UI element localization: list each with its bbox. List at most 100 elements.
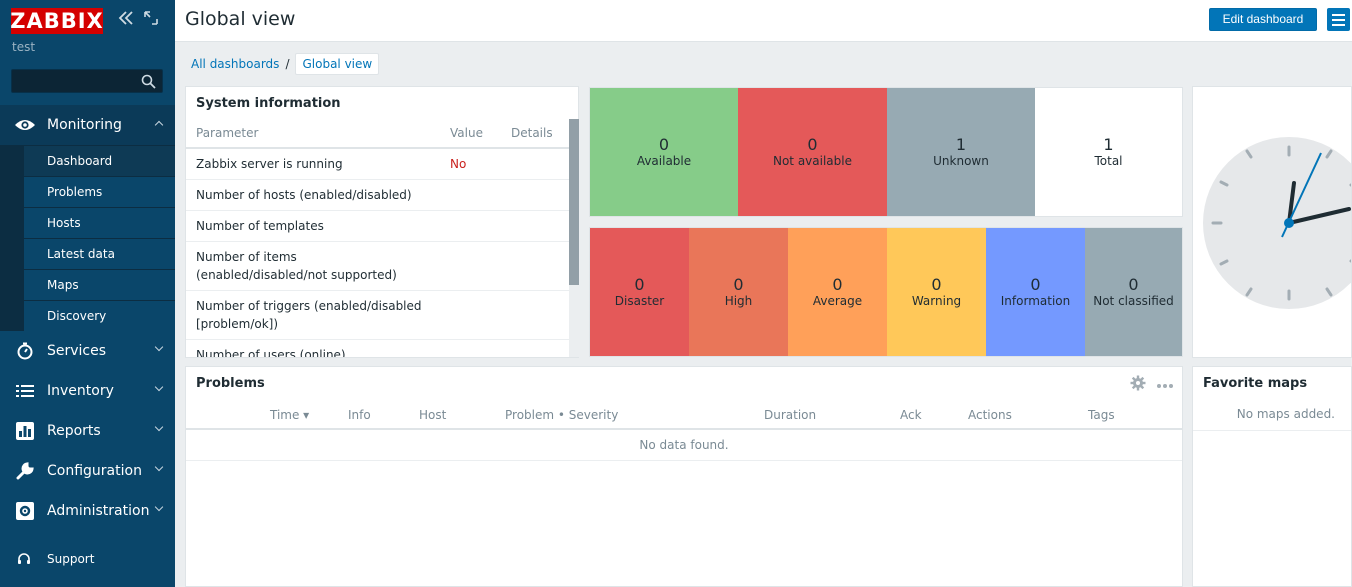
no-maps-message: No maps added.: [1193, 399, 1351, 431]
value-cell: No: [450, 157, 467, 171]
problems-widget: Problems Time ▾ Info Host Problem • Seve…: [185, 366, 1183, 587]
severity-high[interactable]: 0 High: [689, 228, 788, 356]
widget-controls: [1130, 375, 1174, 394]
chevron-up-icon: [154, 120, 164, 130]
more-options-icon[interactable]: [1156, 378, 1174, 392]
table-row: Number of templates: [186, 211, 570, 242]
widget-title: Problems: [196, 376, 265, 391]
severity-label: Information: [1000, 294, 1071, 308]
submenu-problems[interactable]: Problems: [24, 176, 175, 207]
severity-not-classified[interactable]: 0 Not classified: [1085, 228, 1182, 356]
column-header: Actions: [968, 408, 1012, 422]
severity-count: 0: [733, 275, 744, 294]
severity-label: Warning: [911, 294, 962, 308]
severity-label: Average: [812, 294, 863, 308]
breadcrumb-current[interactable]: Global view: [295, 53, 380, 75]
widget-title: System information: [196, 96, 341, 111]
severity-count: 0: [634, 275, 645, 294]
hamburger-menu-icon[interactable]: [1327, 8, 1350, 31]
availability-count: 1: [1103, 135, 1114, 154]
menu-configuration-label: Configuration: [47, 463, 142, 479]
table-row: Number of items (enabled/disabled/not su…: [186, 242, 570, 291]
eye-icon: [14, 114, 36, 136]
availability-label: Not available: [772, 154, 852, 168]
no-data-message: No data found.: [186, 430, 1182, 461]
kiosk-mode-icon[interactable]: [144, 10, 158, 29]
menu-administration[interactable]: Administration: [0, 491, 175, 531]
cog-icon: [14, 500, 36, 522]
availability-label: Total: [1094, 154, 1123, 168]
submenu-discovery[interactable]: Discovery: [24, 300, 175, 331]
param-cell: Number of users (online): [196, 348, 346, 358]
main-menu: Monitoring Dashboard Problems Hosts Late…: [0, 105, 175, 531]
chevron-down-icon: [154, 382, 164, 392]
availability-label: Unknown: [933, 154, 989, 168]
column-header: Value: [450, 126, 483, 140]
wrench-icon: [14, 460, 36, 482]
search-input[interactable]: [12, 70, 138, 92]
availability-unknown[interactable]: 1 Unknown: [887, 88, 1035, 216]
availability-available[interactable]: 0 Available: [590, 88, 738, 216]
menu-inventory[interactable]: Inventory: [0, 371, 175, 411]
scrollbar-thumb[interactable]: [569, 119, 579, 285]
table-header: Parameter Value Details: [186, 119, 570, 149]
submenu-latest-data[interactable]: Latest data: [24, 238, 175, 269]
column-header: Duration: [764, 408, 817, 422]
severity-count: 0: [931, 275, 942, 294]
severity-label: Not classified: [1093, 294, 1174, 308]
severity-count: 0: [832, 275, 843, 294]
severity-warning[interactable]: 0 Warning: [887, 228, 986, 356]
column-time-sort[interactable]: Time ▾: [270, 408, 310, 422]
problems-table-header: Time ▾ Info Host Problem • Severity Dura…: [186, 400, 1182, 430]
page-title: Global view: [185, 8, 296, 30]
server-name: test: [12, 40, 36, 54]
severity-disaster[interactable]: 0 Disaster: [590, 228, 689, 356]
submenu-dashboard[interactable]: Dashboard: [24, 145, 175, 176]
column-header: Problem • Severity: [505, 408, 619, 422]
menu-reports[interactable]: Reports: [0, 411, 175, 451]
severity-count: 0: [1128, 275, 1139, 294]
severity-information[interactable]: 0 Information: [986, 228, 1085, 356]
column-header: Parameter: [196, 126, 259, 140]
menu-administration-label: Administration: [47, 503, 150, 519]
stopwatch-icon: [14, 340, 36, 362]
problems-by-severity-widget: 0 Disaster 0 High 0 Average 0 Warning 0 …: [589, 227, 1183, 357]
submenu-hosts[interactable]: Hosts: [24, 207, 175, 238]
availability-not-available[interactable]: 0 Not available: [738, 88, 887, 216]
headset-icon: [14, 552, 34, 566]
availability-count: 0: [658, 135, 670, 154]
settings-gear-icon[interactable]: [1130, 375, 1146, 394]
system-information-widget: System information Parameter Value Detai…: [185, 86, 579, 358]
column-header: Tags: [1088, 408, 1115, 422]
severity-label: High: [724, 294, 753, 308]
chevron-down-icon: [154, 462, 164, 472]
severity-count: 0: [1030, 275, 1041, 294]
param-cell: Number of templates: [196, 219, 324, 233]
zabbix-logo[interactable]: ZABBIX: [10, 8, 104, 34]
param-cell: Zabbix server is running: [196, 157, 343, 171]
sidebar-search: [11, 69, 163, 93]
table-row: Number of hosts (enabled/disabled): [186, 180, 570, 211]
severity-average[interactable]: 0 Average: [788, 228, 887, 356]
page-header: Global view Edit dashboard: [175, 0, 1352, 42]
breadcrumb-all-dashboards[interactable]: All dashboards: [191, 57, 280, 71]
widget-title: Favorite maps: [1203, 376, 1308, 391]
system-info-scrollbar[interactable]: [569, 119, 579, 357]
availability-label: Available: [636, 154, 692, 168]
chevron-down-icon: [154, 422, 164, 432]
system-info-table: Parameter Value Details Zabbix server is…: [186, 119, 570, 358]
edit-dashboard-button[interactable]: Edit dashboard: [1209, 8, 1317, 31]
collapse-sidebar-icon[interactable]: [118, 10, 134, 29]
bar-chart-icon: [14, 420, 36, 442]
menu-services[interactable]: Services: [0, 331, 175, 371]
availability-total: 1 Total: [1035, 88, 1182, 216]
menu-monitoring-label: Monitoring: [47, 117, 122, 133]
menu-configuration[interactable]: Configuration: [0, 451, 175, 491]
support-link[interactable]: Support: [14, 552, 94, 566]
breadcrumb-separator: /: [285, 57, 290, 71]
table-row: Zabbix server is running No: [186, 149, 570, 180]
menu-monitoring[interactable]: Monitoring: [0, 105, 175, 145]
menu-services-label: Services: [47, 343, 107, 359]
submenu-maps[interactable]: Maps: [24, 269, 175, 300]
search-icon[interactable]: [141, 74, 156, 92]
